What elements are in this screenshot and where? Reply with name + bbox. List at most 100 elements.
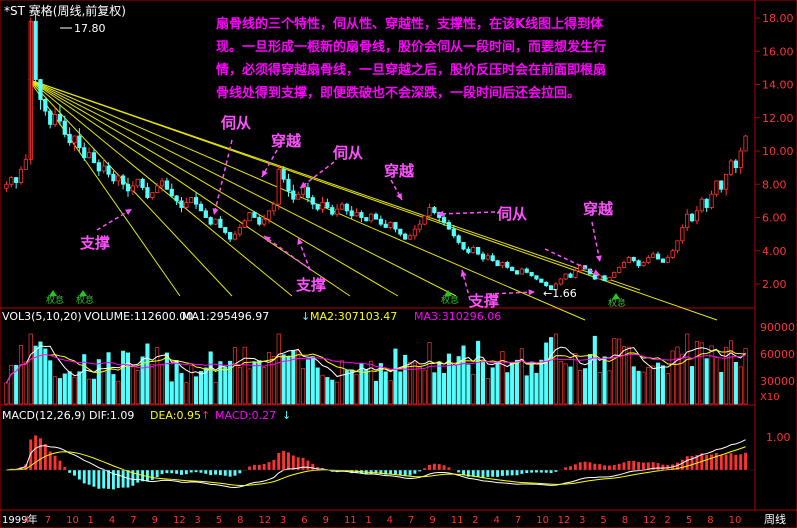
candle-body (354, 212, 359, 217)
candle-body (67, 133, 72, 144)
annotation-arrowhead (437, 210, 444, 217)
candle-body (685, 213, 690, 228)
volume-bar (519, 348, 524, 405)
weight-mark-2: 权息 (76, 294, 94, 306)
volume-bar (592, 335, 597, 405)
candle-body (548, 285, 554, 291)
volume-bar (344, 370, 349, 405)
candle-body (733, 160, 738, 169)
annotation-arrowhead (396, 193, 402, 200)
volume-bar (451, 365, 456, 405)
volume-bar (125, 352, 131, 405)
volume-bar (62, 373, 67, 405)
candle-body (568, 273, 573, 278)
volume-ma-down-arrow: ↓ (301, 310, 310, 323)
volume-bar (296, 350, 301, 405)
price-axis-label: 6.00 (762, 212, 787, 225)
candle-body (169, 188, 174, 197)
volume-bar (714, 357, 719, 405)
time-axis-label: 7 (515, 515, 521, 526)
candle-body (72, 135, 77, 144)
volume-bar (651, 365, 656, 405)
candle-body (101, 165, 106, 172)
macd-dif: DIF:1.09 (89, 409, 134, 422)
candle-body (694, 210, 700, 222)
candle-body (121, 175, 126, 185)
candle-body (339, 203, 345, 210)
candle-body (476, 247, 481, 255)
volume-bar (87, 378, 92, 405)
volume-bar (9, 364, 14, 405)
candle-body (738, 150, 743, 169)
candle-body (412, 228, 418, 237)
time-axis-label: 7 (408, 515, 414, 526)
volume-bar (510, 362, 515, 405)
volume-bar (291, 350, 296, 405)
volume-bar (578, 370, 583, 405)
volume-bar (621, 346, 627, 405)
candle-body (33, 20, 38, 80)
candle-body (617, 266, 622, 273)
time-axis-label: 12 (558, 515, 571, 526)
time-axis-label: 8 (237, 515, 243, 526)
volume-bar (607, 370, 612, 405)
volume-bar (558, 360, 563, 405)
candle-body (578, 265, 583, 272)
volume-bar (553, 333, 558, 405)
annotation-line-1: 扇骨线的三个特性，伺从性、穿越性，支撑性，在该K线图上得到体 (216, 16, 604, 32)
label-support-1: 支撑 (79, 234, 110, 252)
candle-body (495, 260, 500, 267)
candle-body (62, 120, 67, 135)
time-axis-label: 2 (472, 515, 478, 526)
volume-bar (286, 356, 291, 405)
candle-body (417, 223, 422, 230)
candle-body (48, 110, 53, 125)
candle-body (728, 160, 734, 175)
candle-body (208, 217, 213, 225)
candle-body (636, 260, 641, 267)
volume-bar (48, 360, 53, 405)
label-cross-2: 穿越 (384, 162, 415, 180)
volume-bar (685, 333, 690, 405)
candle-body (310, 197, 315, 205)
volume-bar (422, 369, 427, 405)
time-axis-label: 10 (729, 515, 742, 526)
candle-body (344, 203, 349, 212)
volume-bar (699, 342, 704, 405)
volume-bar (612, 338, 617, 405)
volume-bar (223, 366, 228, 405)
candle-body (631, 256, 636, 262)
annotation-arrowhead (300, 181, 307, 188)
fan-line (28, 79, 641, 291)
candle-body (524, 268, 529, 273)
volume-bar (495, 362, 500, 405)
volume-bar (18, 345, 24, 405)
volume-bar (403, 354, 408, 405)
price-axis-label: 18.00 (762, 12, 794, 25)
candle-body (383, 223, 388, 228)
candle-body (228, 232, 233, 240)
time-axis-label: 3 (280, 515, 286, 526)
macd-dea-line (6, 446, 746, 487)
candle-body (218, 218, 223, 228)
time-axis-label: 3 (579, 515, 585, 526)
candle-body (461, 242, 466, 250)
candle-body (699, 198, 704, 212)
volume-bar (480, 360, 486, 405)
volume-bar (179, 373, 184, 405)
candle-body (300, 187, 306, 195)
candle-body (451, 228, 456, 237)
fan-line (28, 79, 293, 297)
time-axis-label: 1 (365, 515, 371, 526)
volume-bar (641, 371, 646, 405)
candle-body (714, 180, 719, 195)
candle-body (505, 261, 510, 268)
time-axis-label: 7 (45, 515, 51, 526)
volume-ma1-line (5, 345, 746, 384)
fan-line (28, 79, 233, 297)
candle-body (655, 253, 661, 260)
candle-body (330, 207, 335, 215)
candle-body (14, 177, 19, 183)
volume-bar (67, 371, 72, 405)
candle-body (641, 261, 646, 267)
